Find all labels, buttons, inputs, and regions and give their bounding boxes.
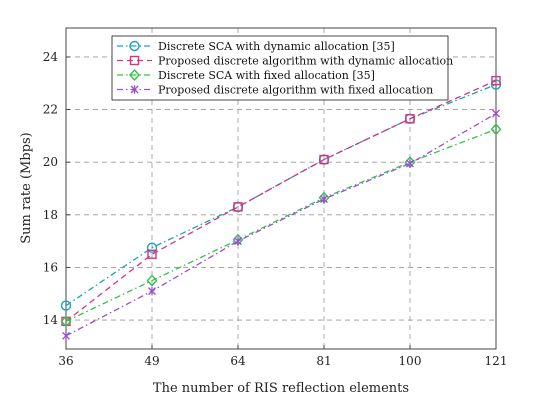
- legend: Discrete SCA with dynamic allocation [35…: [111, 35, 453, 101]
- axis-ticks: 36 49 64 81 100 121 14 16 18 20 22 24: [43, 50, 508, 368]
- series-1: [60, 79, 502, 311]
- legend-box: [111, 35, 449, 101]
- data-point-diamond: [146, 274, 158, 287]
- legend-entry: Proposed discrete algorithm with fixed a…: [117, 84, 433, 97]
- series-line: [65, 80, 497, 322]
- x-tick-label: 36: [58, 354, 73, 368]
- legend-entry: Discrete SCA with fixed allocation [35]: [117, 68, 375, 82]
- legend-marker-circle: [129, 40, 140, 52]
- data-point-square: [405, 114, 415, 124]
- data-point-star: [234, 236, 242, 246]
- y-tick-label: 22: [43, 103, 58, 117]
- legend-entry: Discrete SCA with dynamic allocation [35…: [117, 40, 395, 53]
- y-tick-label: 20: [43, 155, 58, 169]
- y-tick-label: 14: [43, 313, 59, 327]
- y-tick-label: 16: [43, 260, 58, 274]
- x-tick-label: 100: [399, 354, 422, 368]
- data-point-star: [492, 109, 500, 118]
- x-tick-label: 121: [485, 354, 508, 368]
- legend-label: Proposed discrete algorithm with dynamic…: [158, 55, 453, 68]
- data-point-circle: [60, 300, 72, 311]
- data-point-circle: [146, 242, 158, 253]
- data-point-star: [320, 194, 328, 204]
- series-4: [62, 109, 500, 341]
- legend-marker-square: [129, 55, 140, 66]
- legend-label: Discrete SCA with fixed allocation [35]: [158, 69, 375, 82]
- series-line: [65, 128, 497, 322]
- data-point-square: [491, 75, 501, 86]
- data-point-square: [319, 154, 329, 165]
- series-layer: [60, 75, 502, 341]
- series-3: [60, 123, 502, 328]
- series-line: [65, 83, 497, 307]
- plot-frame: [65, 27, 497, 350]
- x-tick-label: 64: [230, 354, 246, 368]
- x-tick-label: 49: [144, 354, 159, 368]
- data-point-star: [148, 286, 156, 296]
- y-axis-title: Sum rate (Mbps): [19, 132, 34, 244]
- series-2: [61, 75, 501, 327]
- data-point-diamond: [60, 315, 72, 328]
- data-point-star: [62, 331, 70, 341]
- legend-entry: Proposed discrete algorithm with dynamic…: [117, 55, 453, 68]
- data-point-square: [147, 249, 157, 259]
- legend-label: Discrete SCA with dynamic allocation [35…: [158, 40, 395, 53]
- y-tick-label: 24: [43, 50, 59, 64]
- series-line: [65, 112, 497, 337]
- data-point-star: [406, 159, 414, 168]
- x-axis-title: The number of RIS reflection elements: [153, 381, 409, 396]
- legend-marker-diamond: [129, 68, 140, 82]
- legend-marker-star: [130, 85, 139, 94]
- x-tick-label: 81: [316, 354, 331, 368]
- y-tick-label: 18: [43, 208, 58, 222]
- data-point-square: [233, 202, 243, 212]
- data-point-diamond: [490, 123, 502, 136]
- legend-label: Proposed discrete algorithm with fixed a…: [158, 84, 433, 97]
